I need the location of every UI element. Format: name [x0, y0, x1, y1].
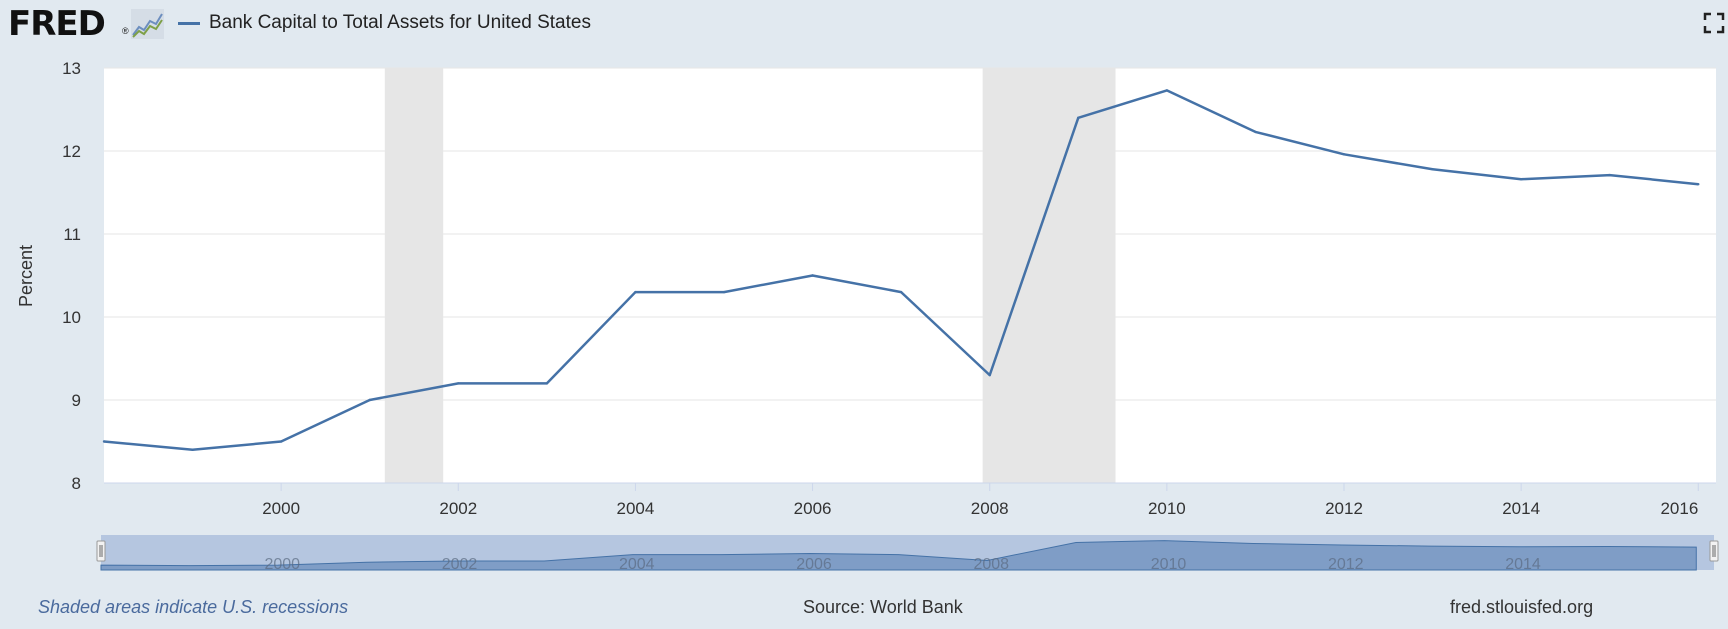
data-point: [1165, 89, 1169, 92]
recession-band: [982, 68, 1116, 483]
navigator-tick-label: 2006: [796, 556, 832, 573]
data-point: [722, 290, 726, 294]
fred-logo[interactable]: FRED: [8, 4, 106, 44]
data-point: [634, 290, 637, 294]
y-tick-label: 12: [62, 142, 81, 161]
data-point: [279, 440, 283, 443]
y-axis-label: Percent: [16, 245, 36, 307]
x-tick-label: 2000: [262, 499, 300, 518]
data-point: [1697, 183, 1700, 186]
x-tick-label: 2012: [1325, 499, 1363, 518]
chart-header: FRED ® Bank Capital to Total Assets for …: [0, 0, 1728, 50]
y-tick-label: 8: [72, 474, 81, 493]
navigator-right-handle[interactable]: [1709, 540, 1719, 562]
navigator-series: [100, 540, 1697, 571]
x-tick-label: 2014: [1502, 499, 1540, 518]
x-tick-label: 2006: [794, 499, 832, 518]
data-point: [1077, 116, 1080, 120]
y-tick-label: 11: [63, 225, 81, 244]
x-tick-label: 2010: [1148, 499, 1186, 518]
source-url-link[interactable]: fred.stlouisfed.org: [1450, 597, 1594, 617]
navigator-tick-label: 2004: [619, 556, 655, 573]
data-point: [899, 290, 903, 294]
navigator-tick-label: 2010: [1151, 556, 1187, 573]
data-point: [368, 398, 371, 402]
navigator-tick-label: 2000: [264, 556, 300, 573]
legend-series-line: [178, 22, 200, 25]
recession-band: [384, 68, 444, 483]
legend-series-label: Bank Capital to Total Assets for United …: [209, 12, 591, 33]
y-tick-label: 13: [62, 59, 81, 78]
y-tick-label: 9: [72, 391, 81, 410]
data-point: [1254, 130, 1257, 134]
navigator-tick-label: 2014: [1505, 556, 1541, 573]
y-tick-label: 10: [62, 308, 81, 327]
plot-area: [104, 68, 1716, 483]
navigator-tick-label: 2012: [1328, 556, 1364, 573]
data-point: [811, 274, 814, 277]
navigator-tick-label: 2008: [973, 556, 1009, 573]
data-point: [102, 440, 106, 443]
x-tick-label: 2002: [439, 499, 477, 518]
data-point: [1431, 168, 1434, 171]
x-tick-label: 2016: [1660, 499, 1698, 518]
data-point: [1342, 153, 1346, 156]
data-point: [1519, 178, 1523, 181]
x-tick-label: 2004: [617, 499, 655, 518]
fred-logo-registered-mark: ®: [122, 26, 129, 36]
data-point: [457, 382, 460, 385]
fullscreen-icon[interactable]: [1703, 12, 1725, 34]
data-point: [988, 373, 991, 377]
fred-chart-icon[interactable]: [131, 9, 164, 39]
data-point: [545, 382, 549, 385]
navigator-tick-label: 2002: [442, 556, 478, 573]
data-point: [1608, 173, 1611, 177]
source-label: Source: World Bank: [803, 597, 963, 617]
x-tick-label: 2008: [971, 499, 1009, 518]
navigator-left-handle[interactable]: [96, 540, 106, 562]
data-point: [191, 448, 194, 451]
recession-note: Shaded areas indicate U.S. recessions: [38, 597, 349, 617]
